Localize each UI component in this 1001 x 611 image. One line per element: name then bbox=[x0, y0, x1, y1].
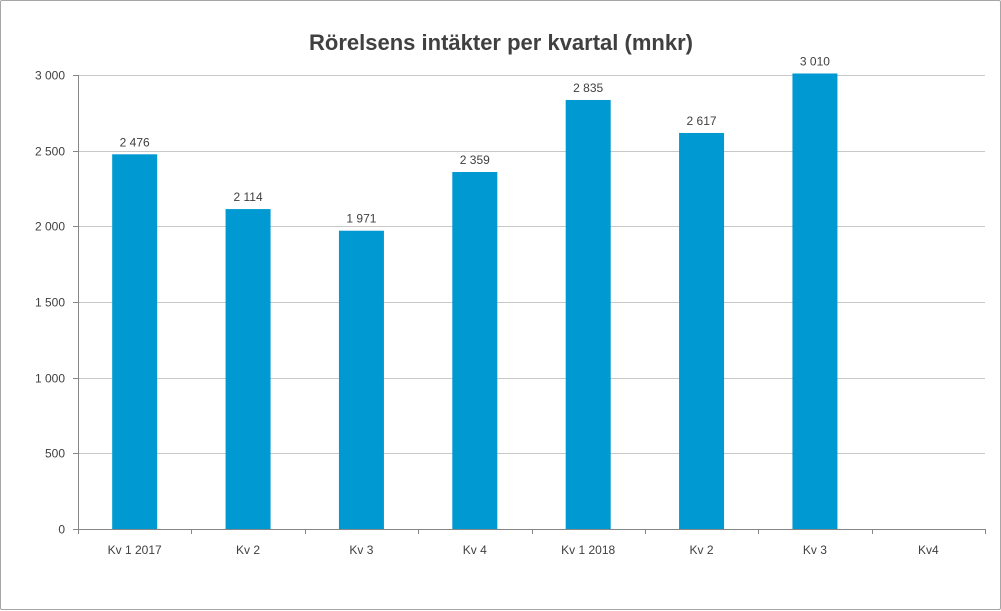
bars bbox=[112, 73, 838, 530]
data-label: 1 971 bbox=[346, 212, 376, 226]
bar bbox=[452, 172, 498, 529]
data-label: 2 359 bbox=[460, 153, 490, 167]
chart-title: Rörelsens intäkter per kvartal (mnkr) bbox=[309, 30, 693, 55]
y-tick-label: 1 000 bbox=[35, 372, 65, 386]
bar bbox=[679, 132, 725, 529]
bar bbox=[112, 154, 158, 530]
x-tick-label: Kv 3 bbox=[803, 543, 827, 557]
y-tick-label: 2 000 bbox=[35, 220, 65, 234]
gridlines bbox=[78, 75, 985, 454]
y-tick-label: 500 bbox=[45, 447, 65, 461]
data-label: 2 617 bbox=[687, 114, 717, 128]
x-tick-label: Kv 1 2017 bbox=[108, 543, 162, 557]
data-label: 2 476 bbox=[120, 135, 150, 149]
y-tick-label: 2 500 bbox=[35, 145, 65, 159]
bar bbox=[565, 99, 611, 529]
labels: 0 500 1 000 1 500 2 000 2 500 3 000 2 476 Kv 1 2… bbox=[35, 54, 939, 557]
data-label: 2 114 bbox=[233, 190, 262, 204]
bar bbox=[792, 73, 838, 529]
y-tick-label: 3 000 bbox=[35, 69, 65, 83]
y-tick-label: 1 500 bbox=[35, 296, 65, 310]
x-tick-label: Kv 2 bbox=[236, 543, 260, 557]
x-tick-label: Kv 2 bbox=[690, 543, 714, 557]
x-tick-label: Kv 4 bbox=[463, 543, 487, 557]
data-label: 3 010 bbox=[800, 54, 830, 68]
x-tick-label: Kv4 bbox=[918, 543, 939, 557]
data-label: 2 835 bbox=[573, 81, 603, 95]
bar bbox=[338, 230, 384, 530]
x-tick-label: Kv 1 2018 bbox=[561, 543, 615, 557]
x-tick-label: Kv 3 bbox=[349, 543, 373, 557]
bar bbox=[225, 209, 271, 529]
y-tick-label: 0 bbox=[58, 523, 65, 537]
axes bbox=[73, 75, 986, 534]
